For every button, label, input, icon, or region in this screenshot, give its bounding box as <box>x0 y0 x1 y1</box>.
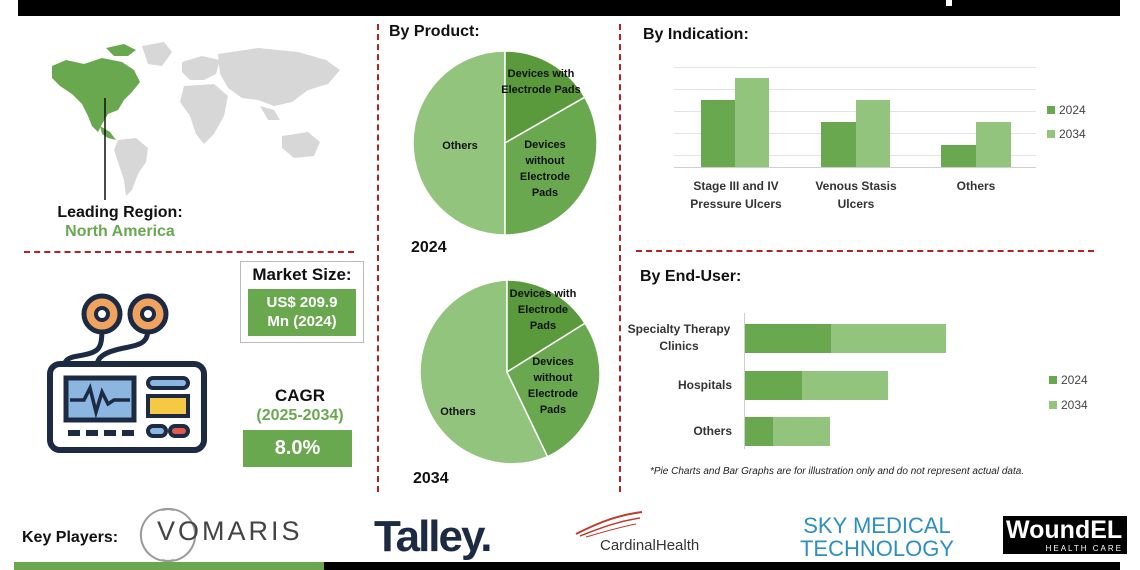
end-user-label-cat1: Specialty Therapy Clinics <box>627 322 731 353</box>
market-size-card <box>240 261 364 343</box>
sky-medical-line1: SKY MEDICAL <box>803 513 951 538</box>
market-size-title: Market Size: <box>252 265 352 284</box>
indication-legend-2024: 2024 <box>1059 103 1086 117</box>
end-user-legend-2034: 2034 <box>1061 398 1088 412</box>
end-user-label-cat3: Others <box>693 424 732 438</box>
indication-label-cat2: Venous Stasis Ulcers <box>815 179 897 211</box>
end-user-bar-cat2-2034 <box>802 371 888 400</box>
cagr-period: (2025-2034) <box>256 407 344 424</box>
cagr-value: 8.0% <box>243 430 352 467</box>
top-banner <box>18 0 1120 16</box>
south-america-shape <box>114 138 148 196</box>
indication-legend-swatch-2034 <box>1047 130 1055 138</box>
leading-region-title: Leading Region: <box>57 204 183 221</box>
market-size-value-line1: US$ 209.9 <box>266 294 338 311</box>
indication-gridline <box>674 89 1036 90</box>
indication-bar-cat1-2034 <box>735 78 769 167</box>
banner-mark <box>946 0 952 6</box>
indication-bar-cat3-2024 <box>941 145 976 167</box>
divider-right <box>619 24 621 492</box>
indication-gridline <box>674 111 1036 112</box>
by-product-title: By Product: <box>389 23 480 40</box>
pie-2034-slice-others <box>419 279 549 465</box>
north-america-shape <box>52 58 140 132</box>
leading-region-name: North America <box>65 223 175 240</box>
pie-2024-slice-without-pads <box>504 96 598 236</box>
pie-2024-label-others: Others <box>442 140 478 152</box>
indication-baseline <box>674 167 1036 168</box>
pie-2024 <box>412 50 598 236</box>
indication-label-cat3: Others <box>956 179 996 193</box>
vomaris-logo-icon <box>139 508 197 562</box>
pie-2034 <box>419 279 601 465</box>
end-user-legend-2024: 2024 <box>1061 373 1088 387</box>
world-map <box>52 42 340 200</box>
pie-2024-label-with-pads: Devices with Electrode Pads <box>501 68 581 96</box>
indication-gridline <box>674 67 1036 68</box>
divider-left <box>377 24 379 492</box>
end-user-bar-cat1-2024 <box>745 324 831 353</box>
market-size-value: US$ 209.9 Mn (2024) <box>248 289 356 336</box>
pie-2034-slice-with-pads <box>506 279 587 374</box>
end-user-bar-cat2-2024 <box>745 371 802 400</box>
vomaris-logo: VOMARIS <box>157 516 303 546</box>
talley-logo: Talley. <box>374 512 492 561</box>
end-user-legend-swatch-2034 <box>1049 401 1057 409</box>
woundel-logo: WoundEL HEALTH CARE <box>1003 516 1127 554</box>
electrotherapy-device-icon <box>47 293 207 453</box>
end-user-label-cat2: Hospitals <box>677 378 732 392</box>
end-user-bar-cat3-2034 <box>773 417 830 446</box>
pie-2024-label-without-pads: Devices without Electrode Pads <box>519 139 571 199</box>
indication-legend-2034: 2034 <box>1059 127 1086 141</box>
pie-2024-year: 2024 <box>411 239 447 256</box>
sky-medical-line2: TECHNOLOGY <box>799 536 955 561</box>
pie-2024-slice-others <box>412 50 506 236</box>
woundel-tagline: HEALTH CARE <box>1045 544 1123 553</box>
indication-bar-cat2-2024 <box>821 122 856 167</box>
cardinal-health-logo: CardinalHealth <box>600 537 700 554</box>
market-size-value-line2: Mn (2024) <box>267 313 337 330</box>
pie-2024-slice-with-pads <box>504 50 586 145</box>
pie-2034-slice-without-pads <box>506 322 601 458</box>
end-user-axis <box>744 313 745 449</box>
sky-medical-logo: SKY MEDICAL TECHNOLOGY <box>797 514 957 560</box>
illustration-note: *Pie Charts and Bar Graphs are for illus… <box>650 466 1025 477</box>
indication-legend-swatch-2024 <box>1047 106 1055 114</box>
bottom-bar-black <box>324 562 1120 570</box>
indication-label-cat1: Stage III and IV Pressure Ulcers <box>690 179 782 211</box>
cagr-title: CAGR <box>274 386 326 405</box>
end-user-bar-cat1-2034 <box>831 324 946 353</box>
pie-2034-label-with-pads: Devices with Electrode Pads <box>509 288 577 332</box>
pie-2034-label-without-pads: Devices without Electrode Pads <box>527 356 579 416</box>
cardinal-health-swoosh-icon <box>575 511 643 538</box>
by-indication-title: By Indication: <box>643 26 749 43</box>
indication-bar-cat3-2034 <box>976 122 1011 167</box>
bottom-bar-green <box>14 562 324 570</box>
pie-2034-year: 2034 <box>413 470 449 487</box>
indication-bar-cat2-2034 <box>856 100 890 167</box>
end-user-bar-cat3-2024 <box>745 417 773 446</box>
pie-2034-label-others: Others <box>440 406 476 418</box>
key-players-label: Key Players: <box>22 529 119 546</box>
divider-right-h <box>636 250 1094 252</box>
woundel-name: WoundEL <box>1006 516 1123 544</box>
divider-left-h <box>24 251 354 253</box>
indication-bar-cat1-2024 <box>701 100 735 167</box>
by-end-user-title: By End-User: <box>640 268 742 285</box>
end-user-legend-swatch-2024 <box>1049 376 1057 384</box>
